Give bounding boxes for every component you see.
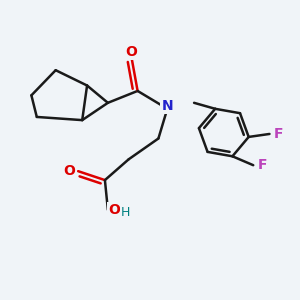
Text: N: N xyxy=(161,99,173,113)
Text: F: F xyxy=(274,127,283,141)
Text: O: O xyxy=(63,164,75,178)
Text: H: H xyxy=(121,206,130,219)
Text: O: O xyxy=(126,45,138,59)
Text: O: O xyxy=(108,203,120,217)
Text: F: F xyxy=(257,158,267,172)
